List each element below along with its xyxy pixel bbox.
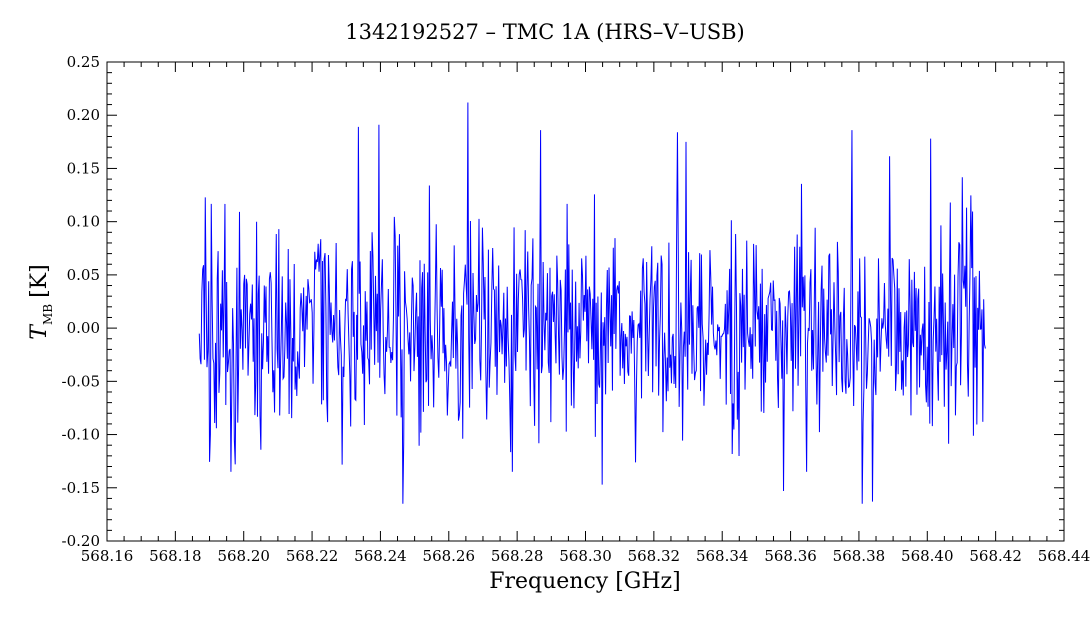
- x-tick-label: 568.34: [696, 547, 749, 565]
- y-tick-label: -0.15: [62, 479, 100, 497]
- y-axis-label-unit: [K]: [27, 264, 52, 298]
- x-tick-label: 568.38: [833, 547, 886, 565]
- x-tick-label: 568.36: [764, 547, 817, 565]
- x-tick-label: 568.40: [901, 547, 954, 565]
- y-tick-label: 0.10: [67, 213, 100, 231]
- y-tick-label: 0.05: [67, 266, 100, 284]
- x-tick-label: 568.24: [354, 547, 407, 565]
- x-tick-label: 568.16: [81, 547, 134, 565]
- x-tick-label: 568.42: [969, 547, 1022, 565]
- plot-area: [106, 61, 1065, 542]
- x-tick-label: 568.20: [217, 547, 270, 565]
- y-tick-label: 0.00: [67, 319, 100, 337]
- y-axis-label: TMB [K]: [27, 264, 55, 339]
- x-tick-label: 568.28: [491, 547, 544, 565]
- x-tick-label: 568.44: [1038, 547, 1090, 565]
- x-tick-label: 568.18: [149, 547, 202, 565]
- y-tick-label: -0.05: [62, 372, 100, 390]
- y-tick-labels: -0.20 -0.15 -0.10 -0.05 0.00 0.05 0.10 0.15 0.20…: [62, 53, 100, 550]
- y-tick-label: 0.15: [67, 159, 100, 177]
- x-axis-label: Frequency [GHz]: [489, 569, 681, 594]
- spectrum-line: [198, 102, 986, 504]
- y-tick-label: -0.10: [62, 426, 100, 444]
- x-tick-label: 568.22: [286, 547, 339, 565]
- x-tick-label: 568.32: [628, 547, 681, 565]
- x-tick-labels: 568.16 568.18 568.20 568.22 568.24 568.26 568.…: [81, 547, 1090, 565]
- y-axis-label-sub: MB: [41, 304, 55, 325]
- y-tick-label: -0.20: [62, 532, 100, 550]
- x-tick-label: 568.26: [423, 547, 476, 565]
- y-axis-label-main: T: [27, 323, 52, 340]
- y-tick-label: 0.25: [67, 53, 100, 71]
- y-tick-label: 0.20: [67, 106, 100, 124]
- x-tick-label: 568.30: [559, 547, 612, 565]
- axis-ticks: [106, 61, 1065, 542]
- series-group: [198, 102, 986, 504]
- chart-title: 1342192527 – TMC 1A (HRS–V–USB): [345, 20, 745, 44]
